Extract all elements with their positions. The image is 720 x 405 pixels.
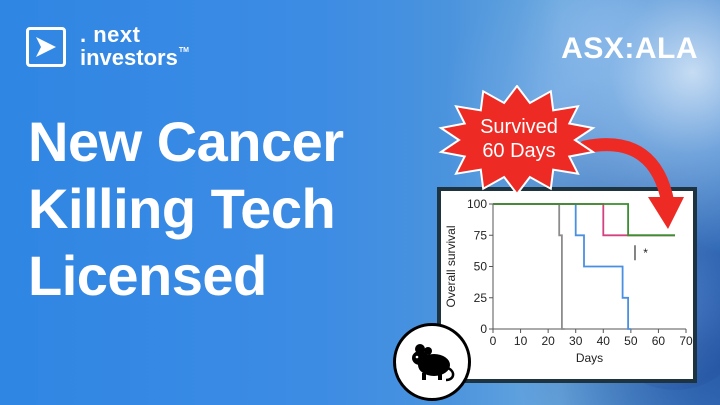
mouse-badge [393,323,471,401]
trademark-mark: TM [178,47,189,54]
x-axis-label: Days [576,351,603,365]
survival-curve-4 [493,203,675,237]
y-tick-label: 75 [474,228,488,242]
x-tick-label: 10 [514,334,528,348]
logo-line-2-text: investors [80,45,178,70]
survival-curve-2 [493,203,631,330]
play-arrow-icon [26,26,66,67]
y-tick-label: 50 [474,260,488,274]
x-tick-label: 70 [679,334,693,348]
logo-line-1: . next [80,22,141,47]
logo-line-2: investorsTM [80,47,189,69]
background-cell [540,0,660,90]
callout-line-2: 60 Days [482,140,555,162]
mouse-icon [412,344,455,382]
x-tick-label: 40 [597,334,611,348]
y-axis-label: Overall survival [444,225,458,307]
x-tick-label: 30 [569,334,583,348]
headline-line-1: New Cancer [28,110,344,173]
survival-curve-1 [493,203,565,330]
significance-annotation: * [643,246,648,260]
headline-line-2: Killing Tech [28,177,336,240]
x-tick-label: 0 [490,334,497,348]
next-investors-logo[interactable]: . next investorsTM [26,24,189,69]
survived-callout-burst: Survived 60 Days [438,85,596,195]
ticker-symbol: ASX:ALA [561,32,698,65]
callout-line-1: Survived [480,116,558,138]
y-tick-label: 100 [467,197,487,211]
x-tick-label: 60 [652,334,666,348]
logo-wordmark: . next investorsTM [80,24,189,69]
headline-line-3: Licensed [28,244,267,307]
headline: New Cancer Killing Tech Licensed [28,108,428,309]
x-tick-label: 50 [624,334,638,348]
x-tick-label: 20 [541,334,555,348]
survival-chart: 0 10 20 30 40 50 60 70 0 25 50 75 100 Days Overall sur… [437,187,697,383]
y-tick-label: 25 [474,291,488,305]
curved-arrow-icon [580,138,684,229]
y-tick-label: 0 [480,322,487,336]
